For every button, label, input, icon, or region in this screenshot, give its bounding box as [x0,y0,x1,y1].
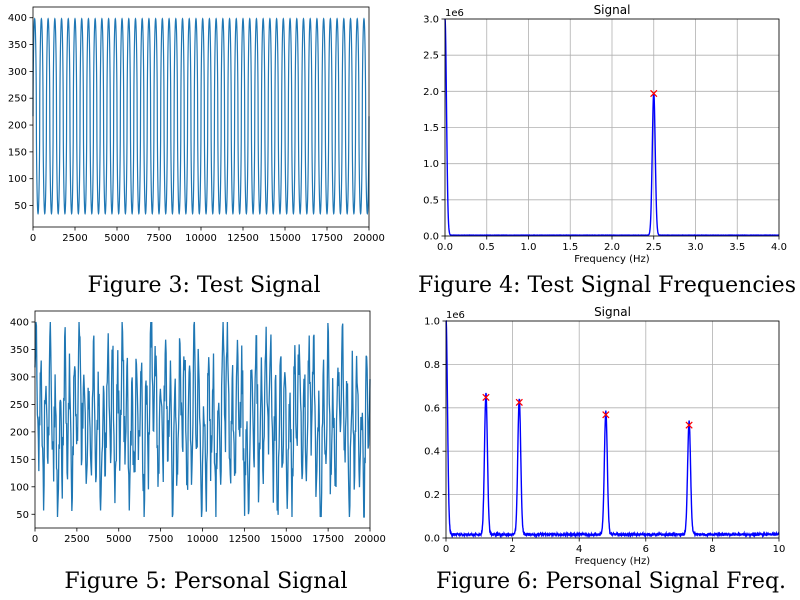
caption-figure-5: Figure 5: Personal Signal [64,569,347,594]
chart-title: Signal [594,3,631,17]
x-tick-label: 0 [30,233,36,244]
peak-marker [650,89,658,98]
x-axis-label: Frequency (Hz) [574,254,650,265]
y-tick-label: 0.5 [423,195,439,206]
x-tick-label: 17500 [312,534,344,545]
y-offset-text: 1e6 [446,310,465,321]
y-tick-label: 300 [10,372,29,383]
caption-figure-3: Figure 3: Test Signal [87,273,320,298]
y-tick-label: 0.4 [424,447,440,458]
y-offset-text: 1e6 [445,8,464,19]
y-tick-label: 1.0 [423,159,439,170]
peak-marker [482,393,490,402]
series-line-spectrum [444,18,779,237]
x-tick-label: 15000 [270,534,302,545]
peak-marker [602,411,610,419]
y-tick-label: 250 [8,94,27,105]
plot-frame [32,6,370,228]
x-tick-label: 17500 [311,233,343,244]
plot-test-signal: 0 2500 5000 7500 10000 12500 15000 17500 20000 50… [8,6,385,244]
x-axis-label: Frequency (Hz) [575,556,651,567]
plot-area [446,321,779,538]
y-tick-label: 2.5 [423,51,439,62]
caption-figure-4: Figure 4: Test Signal Frequencies [418,273,796,298]
x-tick-label: 0 [443,544,449,555]
y-tick-label: 400 [10,317,29,328]
y-tick-label: 1.5 [423,123,439,134]
x-tick-label: 7500 [148,534,173,545]
x-tick-label: 8 [709,544,715,555]
x-tick-label: 12500 [227,233,259,244]
y-tick-label: 200 [8,121,27,132]
y-tick-label: 0.0 [424,534,440,545]
y-tick-label: 0.0 [423,232,439,243]
x-tick-label: 0.0 [437,242,453,253]
x-tick-label: 20000 [354,534,386,545]
x-tick-label: 1.0 [521,242,537,253]
x-tick-label: 5000 [106,534,131,545]
x-tick-label: 2.0 [604,242,620,253]
y-tick-label: 50 [16,510,29,521]
y-tick-label: 2.0 [423,87,439,98]
plot-frame [445,320,780,539]
y-tick-label: 250 [10,400,29,411]
x-tick-label: 0 [32,534,38,545]
x-tick-label: 2500 [64,534,89,545]
x-tick-label: 2.5 [646,242,662,253]
y-tick-label: 50 [14,201,27,212]
y-tick-label: 150 [10,455,29,466]
y-tick-label: 300 [8,67,27,78]
plot-test-signal-frequencies: 0.0 0.5 1.0 1.5 2.0 2.5 3.0 3.5 4.0 0.0 0.5 1.0 1.5 2… [423,3,787,265]
series-line-personal-signal [34,321,371,518]
peak-marker [515,398,523,406]
y-tick-label: 100 [10,482,29,493]
y-tick-label: 3.0 [423,15,439,26]
y-tick-label: 400 [8,13,27,24]
y-tick-label: 0.6 [424,403,440,414]
x-tick-label: 12500 [228,534,260,545]
series-line-spectrum [445,320,780,539]
plot-personal-signal-frequencies: 0 2 4 6 8 10 0.0 0.2 0.4 0.6 0.8 1.0 Signal Frequency… [424,305,785,567]
x-tick-label: 15000 [269,233,301,244]
x-tick-label: 4.0 [771,242,787,253]
plot-frame [444,18,780,237]
x-tick-label: 2 [509,544,515,555]
y-tick-label: 0.8 [424,360,440,371]
y-tick-label: 1.0 [424,317,440,328]
y-tick-label: 350 [8,40,27,51]
x-tick-label: 2500 [62,233,87,244]
chart-title: Signal [594,305,631,319]
plot-personal-signal: 0 2500 5000 7500 10000 12500 15000 17500 20000 50… [10,310,386,545]
x-tick-label: 10000 [187,534,219,545]
x-tick-label: 10 [773,544,786,555]
y-tick-label: 150 [8,147,27,158]
x-tick-label: 0.5 [479,242,495,253]
y-tick-label: 0.2 [424,490,440,501]
x-tick-label: 3.0 [688,242,704,253]
peak-marker [685,421,693,429]
x-tick-label: 7500 [146,233,171,244]
y-tick-label: 200 [10,427,29,438]
caption-figure-6: Figure 6: Personal Signal Freq. [436,569,786,594]
x-tick-label: 20000 [353,233,385,244]
x-tick-label: 10000 [185,233,217,244]
y-tick-label: 350 [10,345,29,356]
y-tick-label: 100 [8,174,27,185]
x-tick-label: 4 [576,544,582,555]
x-tick-label: 1.5 [562,242,578,253]
x-tick-label: 3.5 [729,242,745,253]
series-line-test-signal [32,17,370,215]
x-tick-label: 5000 [104,233,129,244]
plot-frame [34,310,371,529]
x-tick-label: 6 [643,544,649,555]
